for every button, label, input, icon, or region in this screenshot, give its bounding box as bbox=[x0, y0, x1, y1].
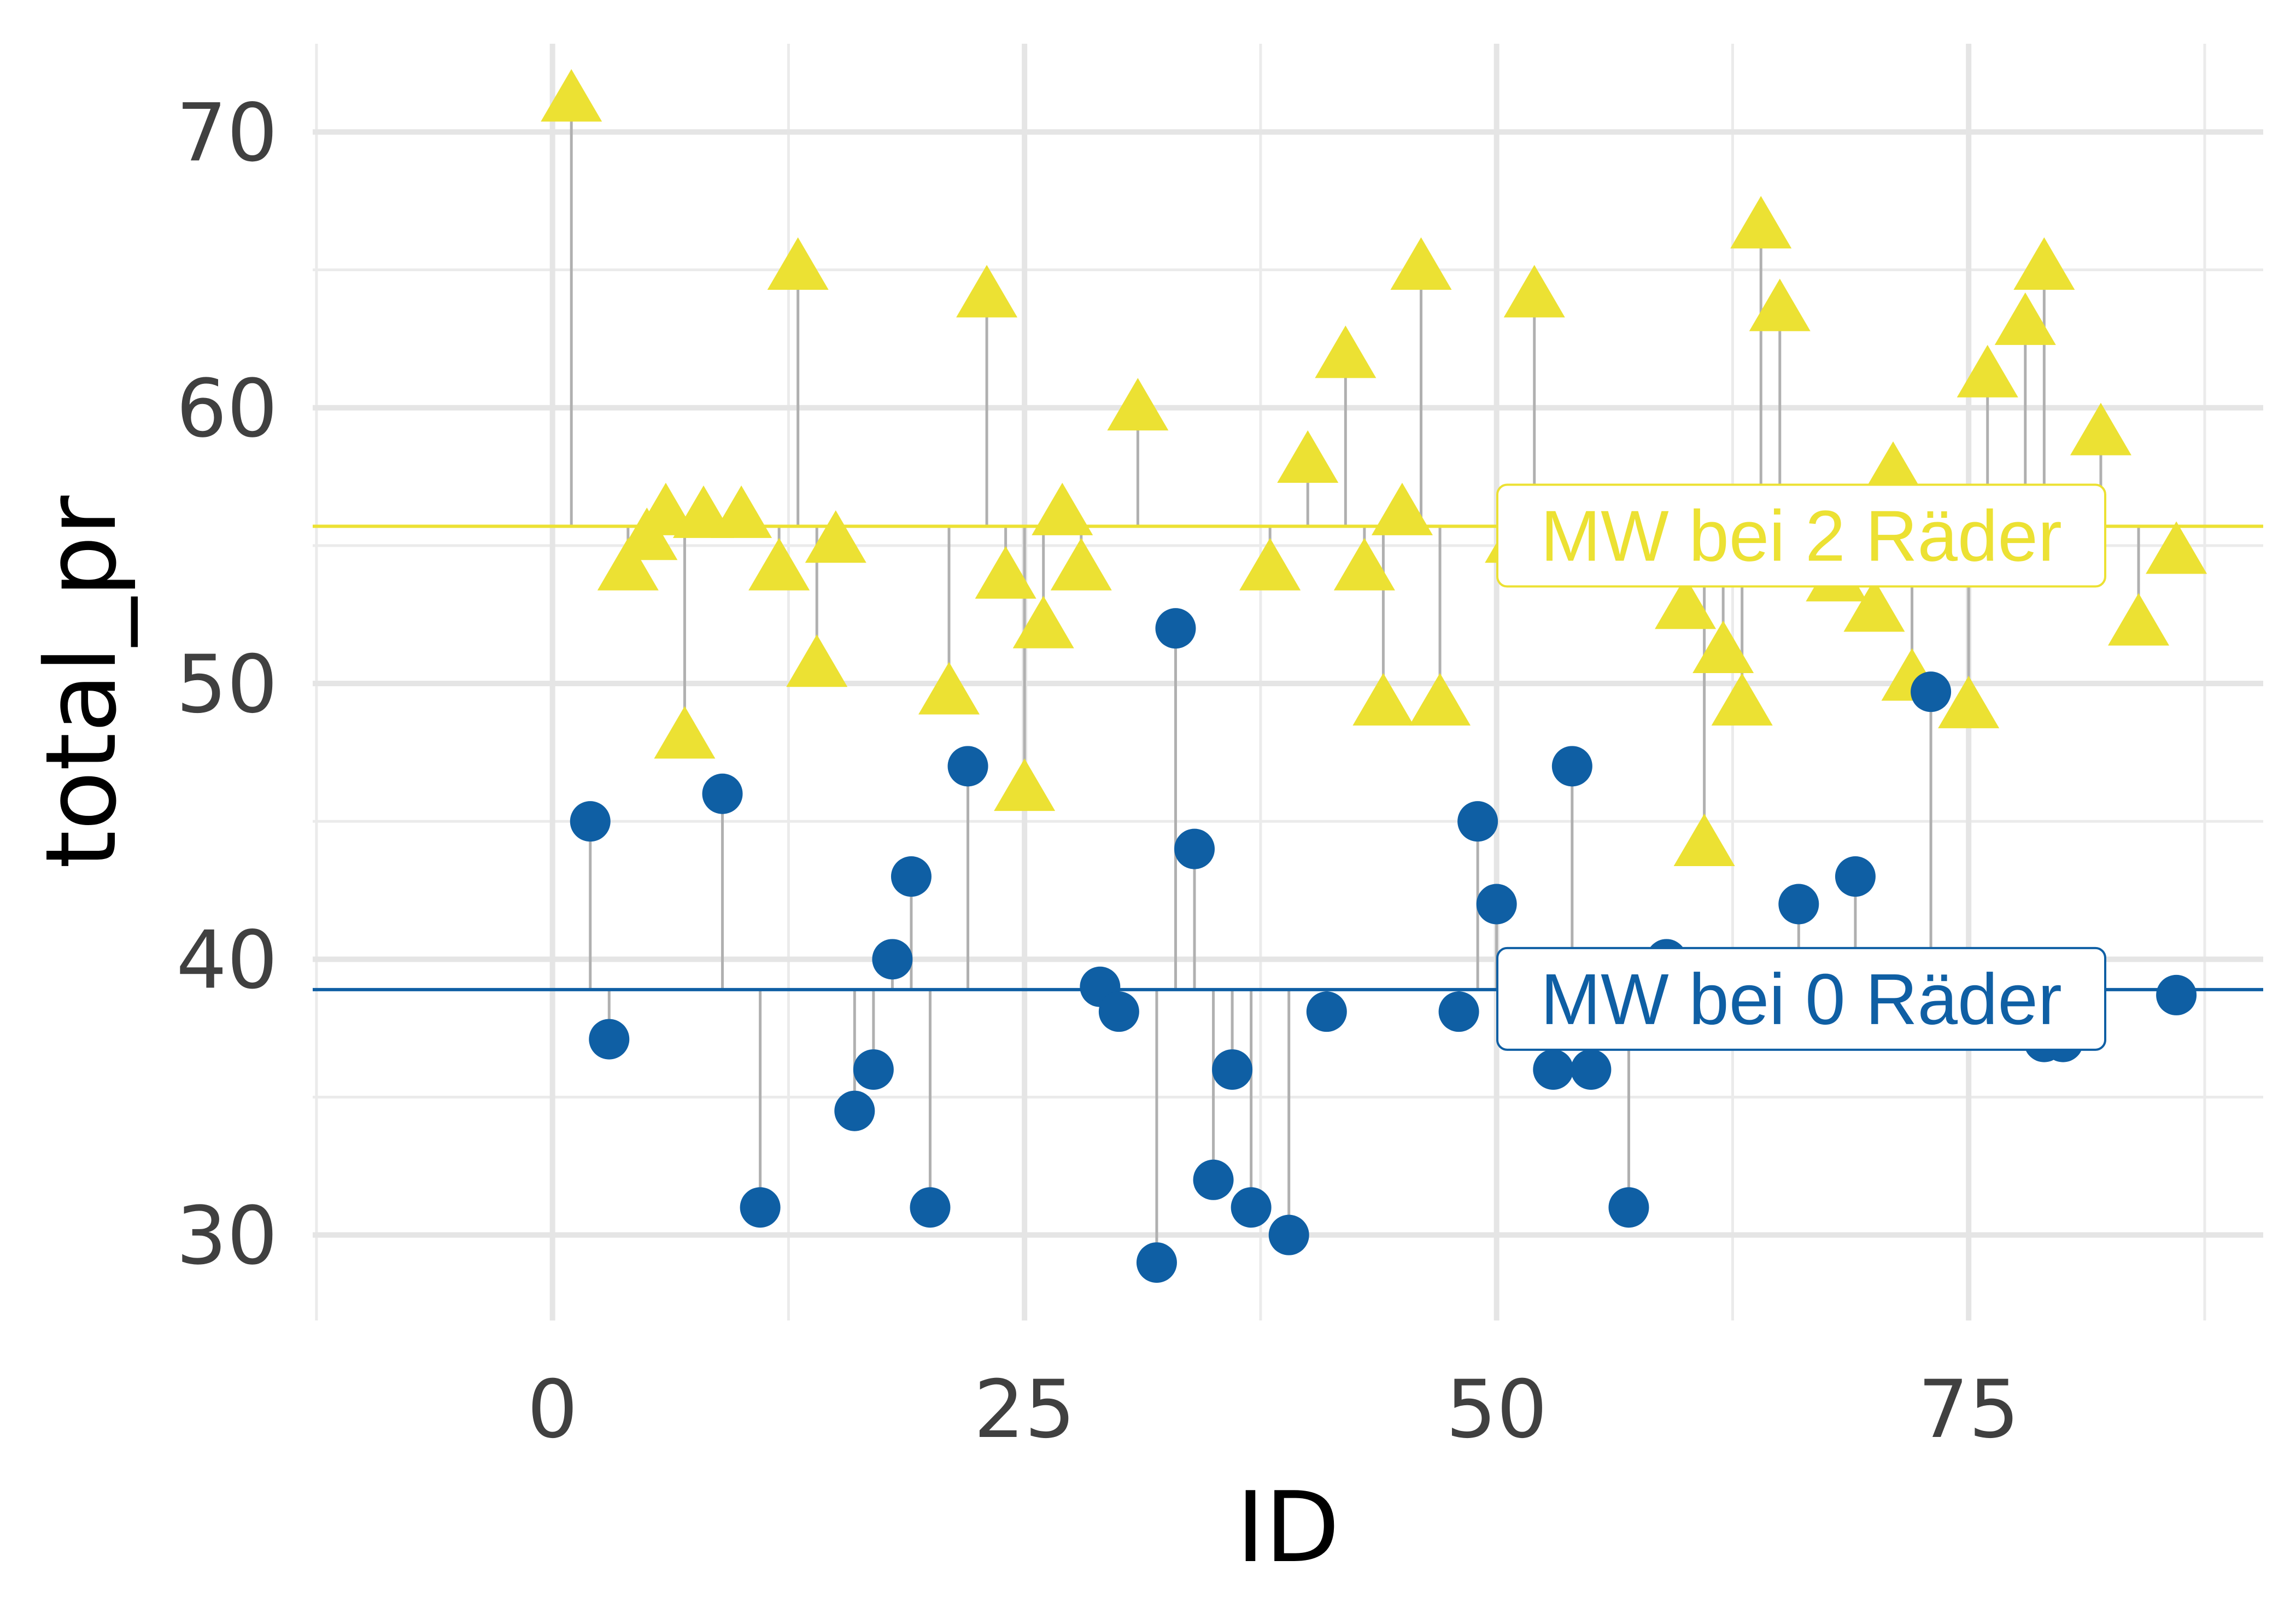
mean-labels: MW bei 2 Räder MW bei 0 Räder bbox=[1496, 483, 2106, 1051]
mean-label-box-group-0 bbox=[1496, 946, 2106, 1051]
data-point-circle bbox=[1098, 991, 1139, 1032]
data-point-circle bbox=[1533, 1049, 1574, 1090]
data-point-triangle bbox=[1730, 196, 1792, 249]
data-point-triangle bbox=[786, 634, 848, 687]
mean-label-group-2: MW bei 2 Räder bbox=[1541, 496, 2062, 576]
x-tick-label: 75 bbox=[1918, 1363, 2019, 1456]
data-point-circle bbox=[834, 1090, 875, 1131]
data-point-circle bbox=[1212, 1049, 1253, 1090]
y-tick-label: 50 bbox=[176, 638, 278, 731]
data-point-circle bbox=[872, 939, 913, 980]
data-point-triangle bbox=[1843, 579, 1905, 632]
data-point-triangle bbox=[1711, 673, 1773, 726]
data-point-circle bbox=[1155, 608, 1196, 649]
data-point-triangle bbox=[975, 546, 1036, 599]
data-point-circle bbox=[1231, 1187, 1272, 1228]
data-point-triangle bbox=[2108, 593, 2170, 646]
data-point-triangle bbox=[1277, 430, 1339, 483]
data-point-triangle bbox=[1390, 237, 1452, 290]
data-point-circle bbox=[891, 856, 932, 897]
data-point-circle bbox=[1268, 1214, 1309, 1255]
data-point-triangle bbox=[1655, 576, 1717, 629]
data-point-triangle bbox=[748, 537, 810, 591]
data-point-triangle bbox=[711, 485, 772, 538]
data-point-circle bbox=[1193, 1159, 1234, 1200]
x-tick-label: 0 bbox=[527, 1363, 578, 1456]
data-point-triangle bbox=[635, 482, 696, 535]
data-point-circle bbox=[1608, 1187, 1649, 1228]
data-point-circle bbox=[2156, 974, 2197, 1015]
data-point-triangle bbox=[1315, 325, 1377, 378]
y-tick-label: 40 bbox=[176, 914, 278, 1007]
data-point-triangle bbox=[1862, 441, 1924, 494]
data-point-triangle bbox=[1503, 265, 1565, 318]
data-point-triangle bbox=[1692, 621, 1754, 674]
data-point-circle bbox=[570, 801, 611, 842]
data-point-triangle bbox=[654, 706, 716, 759]
data-point-circle bbox=[853, 1049, 894, 1090]
data-point-circle bbox=[740, 1187, 781, 1228]
data-point-triangle bbox=[1333, 537, 1395, 591]
data-point-triangle bbox=[1938, 675, 2000, 728]
data-point-triangle bbox=[1409, 673, 1471, 726]
data-point-triangle bbox=[918, 662, 980, 715]
y-tick-label: 70 bbox=[176, 86, 278, 179]
y-tick-label: 30 bbox=[176, 1190, 278, 1283]
data-point-circle bbox=[947, 746, 988, 787]
y-tick-labels: 30 40 50 60 70 bbox=[176, 86, 278, 1282]
data-point-triangle bbox=[597, 537, 659, 591]
data-point-triangle bbox=[1371, 482, 1433, 535]
data-point-triangle bbox=[1032, 482, 1093, 535]
x-tick-label: 50 bbox=[1446, 1363, 1548, 1456]
data-point-triangle bbox=[767, 237, 829, 290]
data-point-triangle bbox=[1957, 344, 2018, 398]
data-point-circle bbox=[1778, 884, 1819, 925]
data-point-triangle bbox=[956, 265, 1018, 318]
data-point-circle bbox=[702, 773, 743, 814]
data-point-triangle bbox=[541, 69, 602, 122]
data-point-triangle bbox=[2070, 402, 2131, 455]
data-point-triangle bbox=[1994, 292, 2056, 345]
data-point-triangle bbox=[1012, 595, 1074, 648]
data-point-circle bbox=[1136, 1242, 1177, 1283]
data-point-circle bbox=[1911, 671, 1952, 712]
data-point-circle bbox=[1476, 884, 1517, 925]
data-point-circle bbox=[589, 1019, 630, 1060]
data-point-circle bbox=[1571, 1049, 1612, 1090]
data-point-triangle bbox=[1352, 673, 1414, 726]
data-point-circle bbox=[1438, 991, 1479, 1032]
y-tick-label: 60 bbox=[176, 363, 278, 455]
data-point-circle bbox=[1551, 746, 1592, 787]
data-point-circle bbox=[1174, 828, 1215, 869]
x-tick-label: 25 bbox=[974, 1363, 1075, 1456]
y-axis-title: total_pr bbox=[25, 495, 138, 869]
x-axis-title: ID bbox=[1236, 1471, 1340, 1584]
mean-label-box-group-2 bbox=[1496, 483, 2106, 588]
data-point-circle bbox=[910, 1187, 951, 1228]
data-point-triangle bbox=[2146, 521, 2207, 574]
x-tick-labels: 0 25 50 75 bbox=[527, 1363, 2019, 1456]
data-point-triangle bbox=[1673, 814, 1735, 867]
data-point-circle bbox=[1457, 801, 1498, 842]
data-point-triangle bbox=[1239, 537, 1301, 591]
data-point-triangle bbox=[805, 510, 866, 563]
data-point-triangle bbox=[1107, 378, 1169, 431]
data-point-circle bbox=[1835, 856, 1876, 897]
data-point-triangle bbox=[1050, 537, 1112, 591]
mean-label-group-0: MW bei 0 Räder bbox=[1541, 959, 2062, 1039]
data-point-triangle bbox=[1749, 278, 1811, 331]
data-point-triangle bbox=[994, 758, 1056, 811]
data-point-triangle bbox=[2013, 237, 2075, 290]
data-point-circle bbox=[1306, 991, 1347, 1032]
